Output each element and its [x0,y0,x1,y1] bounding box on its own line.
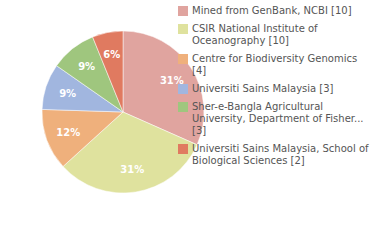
legend-label: Centre for Biodiversity Genomics [4] [192,53,374,77]
legend-swatch [178,102,188,112]
legend-label: CSIR National Institute of Oceanography … [192,23,374,47]
data-label: 31% [120,164,144,175]
data-label: 9% [59,88,76,99]
legend-swatch [178,54,188,64]
legend-swatch [178,144,188,154]
legend-swatch [178,24,188,34]
legend-label: Universiti Sains Malaysia [3] [192,83,374,95]
legend-entry: Universiti Sains Malaysia [3] [178,83,374,95]
legend-entry: Universiti Sains Malaysia, School of Bio… [178,143,374,167]
legend-label: Sher-e-Bangla Agricultural University, D… [192,101,374,137]
legend-entry: CSIR National Institute of Oceanography … [178,23,374,47]
legend-label: Universiti Sains Malaysia, School of Bio… [192,143,374,167]
legend-label: Mined from GenBank, NCBI [10] [192,5,374,17]
legend-entry: Mined from GenBank, NCBI [10] [178,5,374,17]
legend-entry: Sher-e-Bangla Agricultural University, D… [178,101,374,137]
data-label: 6% [103,49,120,60]
pie-slice [42,109,123,166]
legend: Mined from GenBank, NCBI [10] CSIR Nation… [178,5,374,173]
data-label: 9% [78,61,95,72]
data-label: 12% [56,127,80,138]
legend-swatch [178,84,188,94]
pie-slice [93,31,123,112]
chart: 31%31%12%9%9%6% Mined from GenBank, NCBI… [0,0,380,240]
legend-swatch [178,6,188,16]
legend-entry: Centre for Biodiversity Genomics [4] [178,53,374,77]
